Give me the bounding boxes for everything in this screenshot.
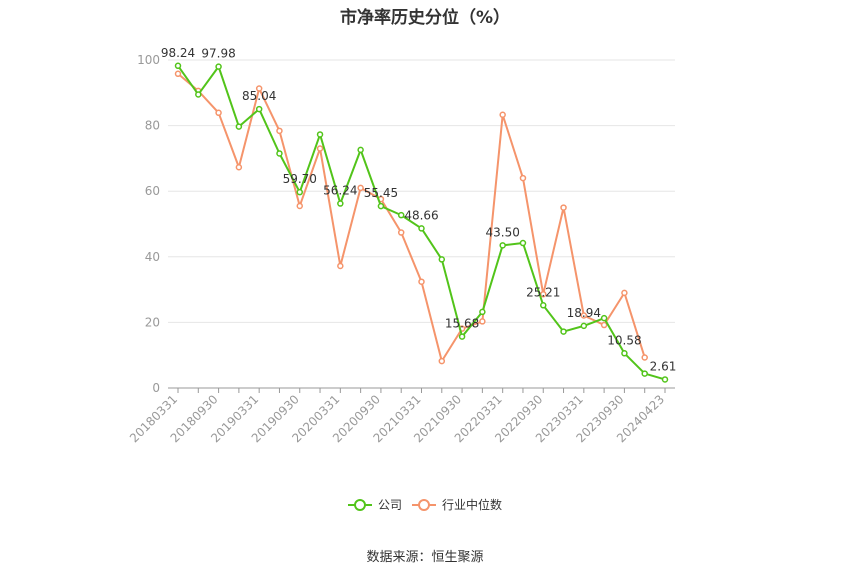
label-layer: 98.24 97.98 85.04 59.70 56.24 55.45 48.66 15.68… (161, 46, 677, 374)
y-tick-label: 20 (145, 315, 160, 329)
source-note: 数据来源：恒生聚源 (366, 550, 484, 565)
data-label: 85.04 (242, 89, 276, 103)
axis-layer: 0204060801002018033120180930201903312019… (127, 53, 675, 445)
company-point[interactable] (600, 314, 608, 322)
data-label: 55.45 (364, 186, 398, 200)
data-label: 10.58 (607, 333, 641, 347)
legend-label: 公司 (378, 498, 402, 512)
data-label: 98.24 (161, 46, 195, 60)
data-label: 15.68 (445, 317, 479, 331)
industry-median-point[interactable] (580, 312, 588, 319)
industry-median-point[interactable] (438, 357, 446, 365)
y-tick-label: 40 (145, 250, 160, 264)
industry-median-point[interactable] (600, 321, 608, 329)
industry-median-point[interactable] (296, 202, 303, 210)
industry-median-point[interactable] (418, 278, 425, 285)
company-point[interactable] (499, 242, 506, 249)
company-point[interactable] (235, 123, 243, 130)
legend[interactable]: 公司 行业中位数 (348, 497, 502, 512)
company-point[interactable] (458, 333, 466, 340)
data-label: 18.94 (567, 306, 601, 320)
company-point[interactable] (560, 328, 567, 335)
industry-median-point[interactable] (215, 109, 222, 117)
data-label: 43.50 (485, 225, 519, 239)
industry-median-point[interactable] (174, 70, 182, 78)
data-label: 97.98 (201, 47, 235, 61)
industry-median-point[interactable] (255, 85, 263, 92)
series-line-company (177, 65, 666, 381)
company-point[interactable] (621, 350, 628, 357)
series-line-industry-median (177, 73, 646, 363)
company-point[interactable] (337, 200, 344, 207)
industry-median-point[interactable] (276, 127, 283, 135)
y-tick-label: 80 (145, 119, 160, 133)
industry-median-point[interactable] (357, 184, 364, 192)
y-tick-label: 0 (152, 381, 160, 395)
legend-marker-icon (354, 499, 366, 511)
data-label: 59.70 (283, 172, 317, 186)
industry-median-point[interactable] (499, 111, 506, 119)
data-label: 48.66 (404, 208, 438, 222)
company-point[interactable] (215, 63, 222, 70)
series-layer (174, 62, 669, 383)
data-label: 2.61 (650, 359, 677, 373)
company-point[interactable] (276, 150, 283, 157)
legend-marker-icon (418, 499, 430, 511)
industry-median-point[interactable] (479, 318, 486, 325)
company-point[interactable] (174, 62, 182, 70)
industry-median-point[interactable] (397, 229, 405, 236)
company-point[interactable] (418, 225, 425, 232)
company-point[interactable] (580, 322, 588, 330)
y-tick-label: 100 (137, 53, 160, 67)
industry-median-point[interactable] (641, 354, 648, 361)
industry-median-point[interactable] (540, 290, 547, 298)
legend-item-industry-median[interactable]: 行业中位数 (412, 497, 502, 512)
company-point[interactable] (296, 188, 303, 196)
company-point[interactable] (540, 302, 547, 309)
company-point[interactable] (661, 376, 669, 383)
company-point[interactable] (641, 370, 648, 377)
data-label: 56.24 (323, 184, 357, 198)
company-point[interactable] (316, 131, 324, 138)
company-point[interactable] (397, 211, 405, 219)
company-point[interactable] (377, 202, 385, 210)
data-label: 25.21 (526, 285, 560, 299)
company-point[interactable] (255, 105, 263, 113)
company-point[interactable] (479, 308, 486, 316)
company-point[interactable] (519, 239, 527, 247)
industry-median-point[interactable] (560, 204, 567, 211)
company-point[interactable] (438, 256, 446, 263)
chart-title: 市净率历史分位（%） (339, 8, 511, 28)
industry-median-point[interactable] (519, 174, 527, 182)
industry-median-point[interactable] (337, 262, 344, 270)
legend-label: 行业中位数 (442, 497, 502, 512)
legend-item-company[interactable]: 公司 (348, 498, 402, 512)
industry-median-point[interactable] (316, 145, 324, 152)
y-tick-label: 60 (145, 184, 160, 198)
industry-median-point[interactable] (235, 164, 243, 171)
company-point[interactable] (195, 91, 202, 98)
industry-median-point[interactable] (621, 289, 628, 297)
company-point[interactable] (357, 146, 364, 154)
